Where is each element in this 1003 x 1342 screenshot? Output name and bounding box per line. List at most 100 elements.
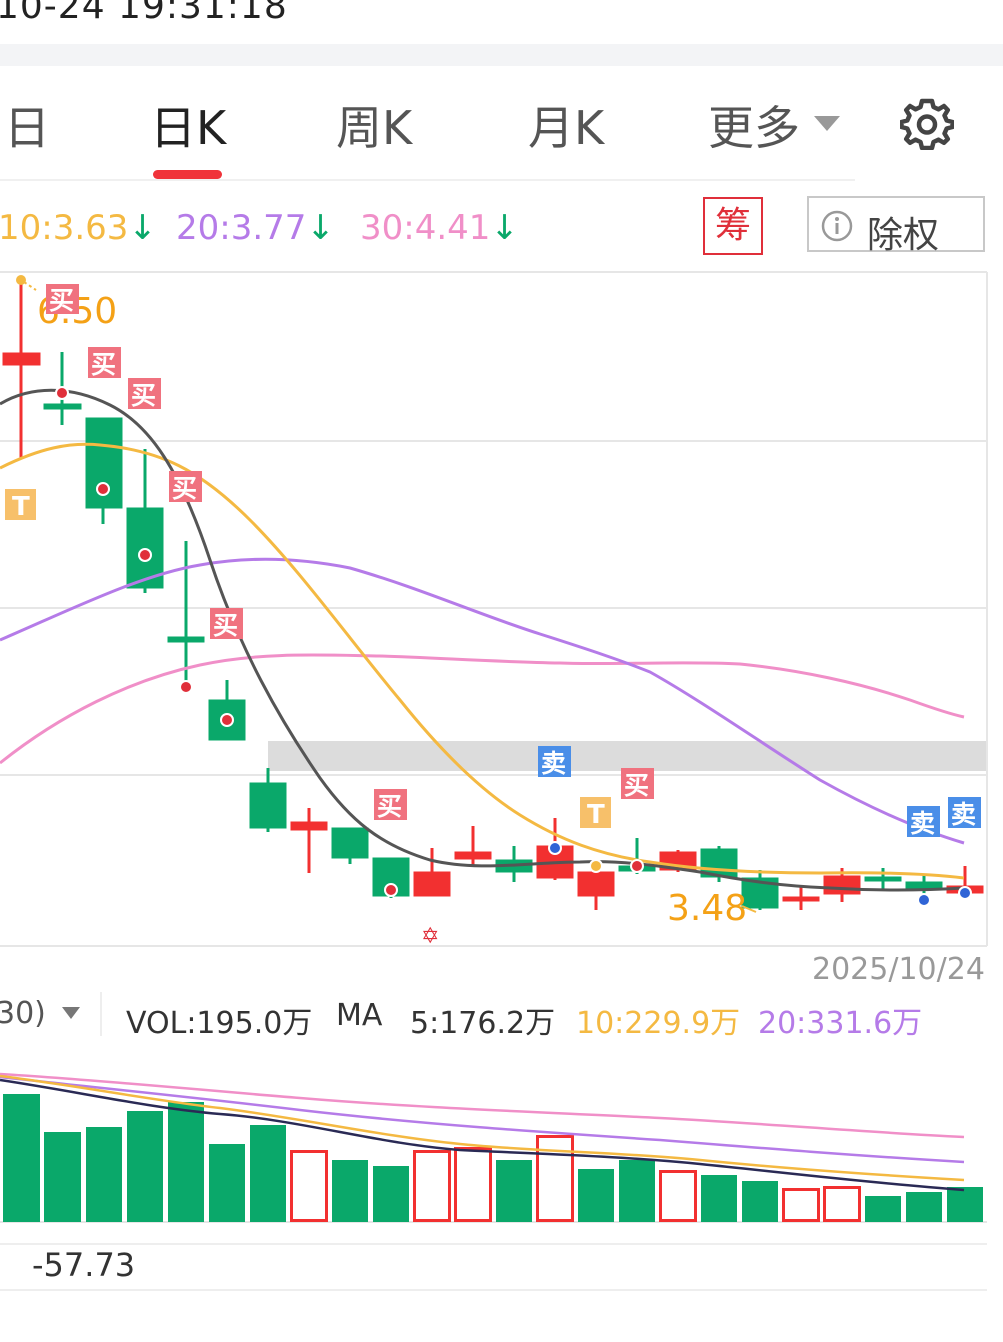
tab-divider bbox=[0, 179, 855, 181]
tab-daily-k[interactable]: 日K bbox=[150, 101, 227, 155]
low-price-label: 3.48 bbox=[667, 888, 747, 929]
t-marker: T bbox=[580, 797, 611, 830]
candle bbox=[413, 848, 451, 897]
candle bbox=[208, 680, 246, 741]
last-date-label: 2025/10/24 bbox=[812, 952, 985, 987]
svg-text:买: 买 bbox=[49, 286, 74, 315]
buy-marker: 买 bbox=[621, 768, 654, 800]
vol-bar bbox=[619, 1160, 655, 1222]
buy-markers: 买 买 买 买 买 买 买 bbox=[46, 284, 654, 821]
ex-rights-button[interactable]: 除权 bbox=[807, 196, 985, 256]
vol-ma10-line bbox=[0, 1075, 965, 1164]
svg-text:买: 买 bbox=[624, 771, 649, 800]
sell-marker: 卖 bbox=[538, 746, 571, 778]
vol-bar bbox=[168, 1102, 204, 1222]
pressure-band bbox=[268, 741, 986, 771]
ma10-line bbox=[0, 442, 965, 880]
volume-bars bbox=[3, 1094, 983, 1222]
vol-ma-short-line bbox=[0, 1078, 965, 1192]
candle bbox=[864, 868, 902, 890]
ma30-line bbox=[0, 653, 965, 765]
info-icon bbox=[821, 210, 853, 242]
volume-chart[interactable] bbox=[0, 1040, 1003, 1300]
vol-value: VOL:195.0万 bbox=[126, 1006, 313, 1041]
vol-bar bbox=[332, 1160, 368, 1222]
star-icon: ✡ bbox=[421, 924, 439, 949]
caret-down-icon[interactable] bbox=[814, 116, 840, 131]
svg-text:买: 买 bbox=[377, 792, 402, 821]
candle bbox=[331, 827, 369, 864]
buy-marker: 买 bbox=[169, 471, 202, 503]
vol-ma5-value: 5:176.2万 bbox=[410, 1006, 556, 1041]
vol-bar bbox=[3, 1094, 40, 1222]
sell-markers: 卖 卖 卖 bbox=[538, 746, 981, 838]
vol-bar bbox=[742, 1181, 778, 1222]
ma5-line bbox=[0, 388, 965, 892]
vol-ma5-line bbox=[0, 1074, 965, 1182]
vol-bar bbox=[413, 1150, 451, 1222]
tab-monthly-k[interactable]: 月K bbox=[528, 101, 605, 155]
vol-bar bbox=[209, 1144, 245, 1222]
vol-bar bbox=[250, 1125, 286, 1222]
vol-bar bbox=[906, 1192, 942, 1222]
vol-bar bbox=[578, 1169, 614, 1222]
vol-bar bbox=[782, 1188, 820, 1222]
svg-text:卖: 卖 bbox=[541, 749, 566, 778]
ma30-value: 30:4.41↓ bbox=[360, 208, 519, 248]
vol-bar bbox=[865, 1196, 901, 1222]
candle bbox=[126, 449, 164, 593]
vol-bar bbox=[947, 1187, 983, 1222]
tab-more[interactable]: 更多 bbox=[708, 101, 800, 155]
vol-bar bbox=[536, 1135, 574, 1222]
chip-distribution-button[interactable]: 筹 bbox=[703, 197, 763, 255]
candle bbox=[167, 541, 205, 683]
vol-bar bbox=[701, 1175, 737, 1222]
ma20-line bbox=[0, 557, 965, 845]
svg-text:卖: 卖 bbox=[910, 809, 935, 838]
vol-bar bbox=[127, 1111, 163, 1222]
candle bbox=[85, 417, 123, 524]
tab-weekly-k[interactable]: 周K bbox=[336, 101, 413, 155]
tab-intraday[interactable]: 日 bbox=[4, 101, 50, 155]
vol-bar bbox=[44, 1132, 81, 1222]
candle bbox=[290, 808, 328, 873]
svg-text:T: T bbox=[12, 492, 30, 522]
gear-icon[interactable] bbox=[899, 96, 955, 151]
ex-rights-label: 除权 bbox=[867, 215, 940, 256]
header-divider bbox=[0, 44, 1003, 66]
signal-dots bbox=[16, 275, 972, 907]
status-time: 10-24 19:31:18 bbox=[0, 0, 288, 27]
divider bbox=[100, 992, 102, 1036]
chart-grid bbox=[0, 271, 988, 947]
vol-ma20-value: 20:331.6万 bbox=[758, 1006, 923, 1041]
candle bbox=[454, 826, 492, 866]
candle bbox=[2, 278, 41, 458]
candle bbox=[782, 886, 820, 910]
buy-marker: 买 bbox=[210, 608, 243, 640]
ma10-value: 10:3.63↓ bbox=[0, 208, 157, 248]
buy-marker: 买 bbox=[128, 378, 161, 410]
vol-bar bbox=[496, 1160, 532, 1222]
indicator-period-selector[interactable]: 30) bbox=[0, 996, 46, 1031]
buy-marker: 买 bbox=[46, 284, 79, 315]
candle bbox=[249, 768, 287, 832]
t-markers: T T bbox=[5, 489, 611, 830]
indicator-value: -57.73 bbox=[32, 1246, 136, 1284]
ma20-value: 20:3.77↓ bbox=[176, 208, 335, 248]
vol-bar bbox=[454, 1147, 492, 1222]
buy-marker: 买 bbox=[374, 789, 407, 821]
vol-ma10-value: 10:229.9万 bbox=[576, 1006, 741, 1041]
caret-down-icon[interactable] bbox=[62, 1007, 80, 1019]
svg-text:买: 买 bbox=[91, 350, 116, 379]
vol-bar bbox=[659, 1170, 697, 1222]
vol-bar bbox=[86, 1127, 122, 1222]
active-tab-indicator bbox=[153, 170, 222, 179]
vol-bar bbox=[290, 1150, 328, 1222]
vol-bar bbox=[823, 1186, 861, 1222]
ma-label: MA bbox=[336, 998, 383, 1033]
candles bbox=[2, 278, 984, 910]
buy-marker: 买 bbox=[88, 347, 121, 379]
sell-marker: 卖 bbox=[907, 806, 940, 838]
svg-text:买: 买 bbox=[172, 474, 197, 503]
